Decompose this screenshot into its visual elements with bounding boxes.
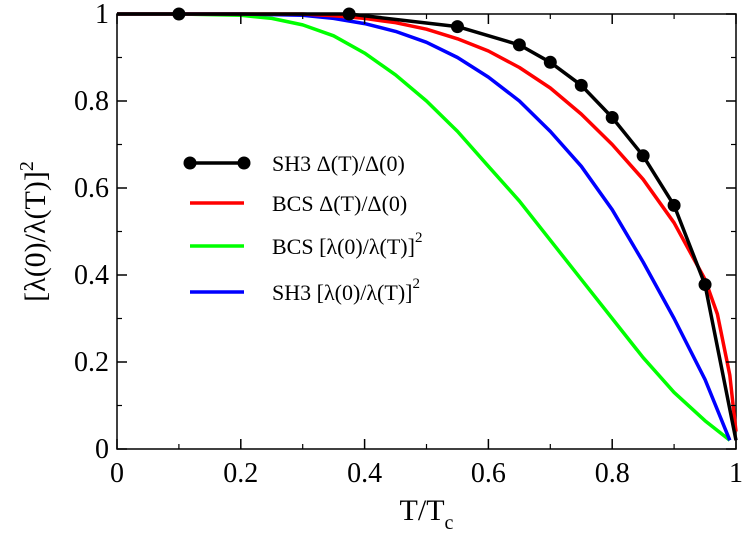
- legend-label-0: SH3 Δ(T)/Δ(0): [272, 151, 405, 176]
- legend-marker: [183, 156, 197, 170]
- legend-label-text: SH3 [λ(0)/λ(T)]: [272, 280, 412, 305]
- series-0-point: [605, 111, 619, 125]
- y-tick-label: 0.6: [74, 173, 109, 204]
- series-0-point: [450, 20, 464, 34]
- x-axis-title-subscript: c: [445, 512, 454, 534]
- series-0-point: [667, 198, 681, 212]
- series-0-point: [342, 7, 356, 21]
- y-axis-title-superscript: 2: [16, 161, 38, 171]
- y-axis-title-main: [λ(0)/λ(T)]: [19, 171, 52, 302]
- y-tick-label: 0: [95, 434, 109, 465]
- x-tick-label: 0.8: [595, 458, 630, 489]
- x-tick-label: 1: [729, 458, 743, 489]
- series-line-2: [117, 12, 731, 442]
- axes-layer: 0 0.2 0.4 0.6 0.8 1 0 0.2 0.4 0.6 0.8 1 T/Tc [λ(0)/λ(…: [16, 0, 743, 534]
- series-line-3: [117, 12, 732, 441]
- x-axis-title-main: T/T: [400, 494, 445, 527]
- legend-label-text: BCS Δ(T)/Δ(0): [272, 191, 407, 216]
- legend-label-2: BCS [λ(0)/λ(T)]2: [272, 230, 422, 259]
- y-tick-label: 0.4: [74, 260, 109, 291]
- plot-area: [116, 13, 737, 450]
- x-tick-label: 0.6: [471, 458, 506, 489]
- series-0-point: [698, 278, 712, 292]
- x-tick-label: 0.2: [223, 458, 258, 489]
- series-0-point: [636, 149, 650, 163]
- legend: SH3 Δ(T)/Δ(0) BCS Δ(T)/Δ(0) BCS [λ(0)/λ(T)…: [183, 151, 422, 305]
- x-tick-label: 0.4: [347, 458, 382, 489]
- legend-label-superscript: 2: [415, 230, 423, 246]
- series-line-0: [117, 12, 738, 441]
- legend-label-superscript: 2: [412, 276, 420, 292]
- x-axis-title: T/Tc: [400, 494, 454, 534]
- x-tick-label: 0: [110, 458, 124, 489]
- legend-marker: [237, 156, 251, 170]
- y-tick-label: 0.2: [74, 347, 109, 378]
- legend-label-3: SH3 [λ(0)/λ(T)]2: [272, 276, 420, 305]
- series-layer: [117, 7, 738, 442]
- series-0-point: [512, 38, 526, 52]
- series-line-1: [117, 12, 738, 432]
- legend-label-1: BCS Δ(T)/Δ(0): [272, 191, 407, 216]
- legend-label-text: SH3 Δ(T)/Δ(0): [272, 151, 405, 176]
- y-tick-label: 0.8: [74, 86, 109, 117]
- series-0-point: [543, 55, 557, 69]
- plot-frame: [116, 13, 737, 450]
- legend-label-text: BCS [λ(0)/λ(T)]: [272, 234, 415, 259]
- y-tick-label: 1: [95, 0, 109, 30]
- y-axis-title: [λ(0)/λ(T)]2: [16, 161, 52, 302]
- series-0-point: [574, 78, 588, 92]
